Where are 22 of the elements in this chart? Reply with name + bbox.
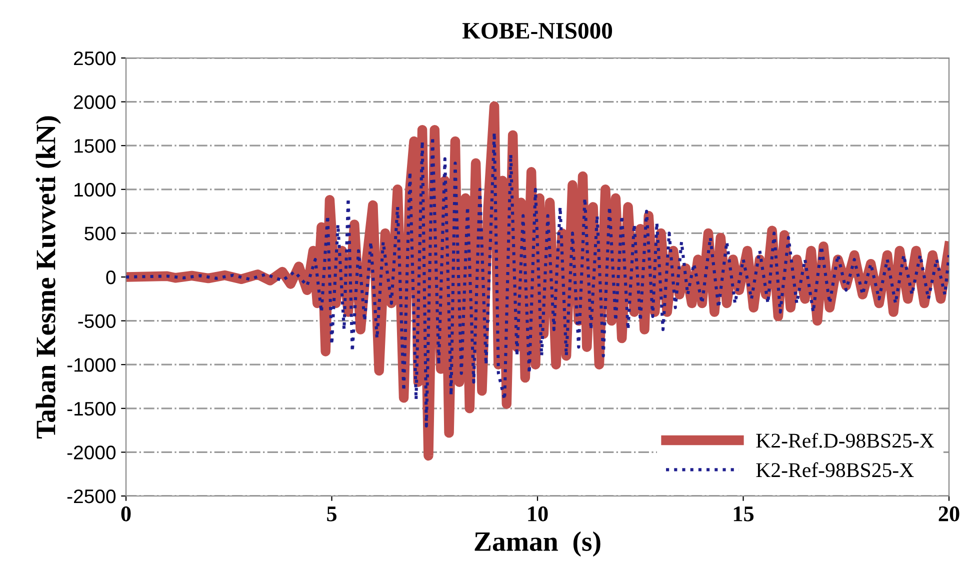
line-series bbox=[126, 130, 949, 428]
x-tick-label: 5 bbox=[327, 506, 336, 522]
y-tick-label: -2500 bbox=[67, 489, 116, 504]
y-tick-label: 500 bbox=[84, 226, 116, 240]
y-tick-label: 1000 bbox=[74, 182, 116, 197]
x-axis-title: Zaman (s) bbox=[474, 531, 600, 557]
y-tick-label: 0 bbox=[106, 270, 116, 284]
x-tick-label: 0 bbox=[121, 506, 131, 522]
x-tick-label: 20 bbox=[938, 506, 960, 522]
y-axis-title: Taban Kesme Kuvveti (kN) bbox=[36, 116, 61, 438]
y-tick-label: -1500 bbox=[67, 402, 116, 416]
y-tick-label: -1000 bbox=[67, 358, 116, 372]
legend-label: K2-Ref.D-98BS25-X bbox=[756, 432, 934, 448]
y-tick-label: -500 bbox=[78, 314, 116, 328]
y-tick-label: 2000 bbox=[74, 95, 116, 110]
y-tick-label: 1500 bbox=[74, 139, 116, 153]
y-tick-label: 2500 bbox=[74, 51, 116, 66]
x-tick-label: 15 bbox=[734, 506, 754, 522]
legend-label: K2-Ref-98BS25-X bbox=[756, 462, 914, 478]
x-tick-label: 10 bbox=[528, 506, 548, 522]
y-tick-label: -2000 bbox=[67, 446, 116, 460]
chart-title: KOBE-NIS000 bbox=[462, 22, 612, 39]
